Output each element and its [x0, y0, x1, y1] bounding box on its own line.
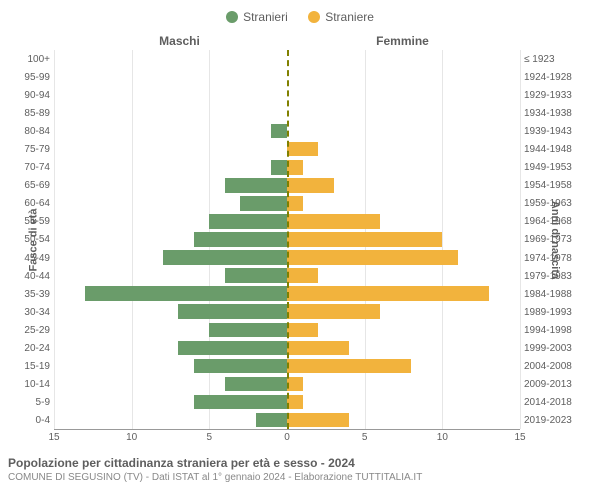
bar-male — [178, 304, 287, 318]
age-label: 30-34 — [8, 303, 54, 321]
chart-title: Popolazione per cittadinanza straniera p… — [8, 456, 592, 470]
age-label: 65-69 — [8, 177, 54, 195]
chart-footer: Popolazione per cittadinanza straniera p… — [8, 456, 592, 483]
birth-label: 1994-1998 — [520, 321, 592, 339]
bar-female — [287, 268, 318, 282]
birth-label: 2009-2013 — [520, 376, 592, 394]
x-ticks: 15105051015 — [54, 432, 520, 446]
birth-label: 1944-1948 — [520, 140, 592, 158]
birth-label: 1924-1928 — [520, 68, 592, 86]
x-tick: 15 — [48, 432, 59, 443]
birth-label: 2019-2023 — [520, 412, 592, 430]
birth-label: 2004-2008 — [520, 358, 592, 376]
y-axis-left-label: Fasce di età — [27, 209, 39, 272]
age-label: 25-29 — [8, 321, 54, 339]
age-label: 85-89 — [8, 104, 54, 122]
column-headers: Maschi Femmine — [8, 34, 592, 48]
pyramid-chart — [54, 50, 520, 430]
bar-female — [287, 341, 349, 355]
bar-male — [271, 124, 287, 138]
bar-female — [287, 142, 318, 156]
birth-label: 1954-1958 — [520, 177, 592, 195]
age-label: 80-84 — [8, 122, 54, 140]
x-tick: 10 — [437, 432, 448, 443]
age-label: 0-4 — [8, 412, 54, 430]
legend-item-female: Straniere — [308, 10, 374, 24]
bar-male — [225, 178, 287, 192]
header-female: Femmine — [291, 34, 514, 48]
birth-label: 2014-2018 — [520, 394, 592, 412]
bar-male — [85, 286, 287, 300]
bar-male — [194, 395, 287, 409]
bar-male — [225, 268, 287, 282]
bar-female — [287, 160, 303, 174]
plot-area: Fasce di età Anni di nascita 100+95-9990… — [8, 50, 592, 430]
age-label: 10-14 — [8, 376, 54, 394]
header-male: Maschi — [68, 34, 291, 48]
bar-female — [287, 377, 303, 391]
bar-female — [287, 395, 303, 409]
bar-male — [194, 232, 287, 246]
bar-female — [287, 214, 380, 228]
birth-label: 1949-1953 — [520, 159, 592, 177]
age-label: 75-79 — [8, 140, 54, 158]
age-label: 35-39 — [8, 285, 54, 303]
bar-female — [287, 196, 303, 210]
legend-label: Stranieri — [243, 10, 288, 24]
y-axis-right-label: Anni di nascita — [549, 201, 561, 279]
age-label: 100+ — [8, 50, 54, 68]
age-label: 90-94 — [8, 86, 54, 104]
age-label: 20-24 — [8, 340, 54, 358]
chart-container: Stranieri Straniere Maschi Femmine Fasce… — [0, 0, 600, 500]
bar-male — [163, 250, 287, 264]
birth-label: 1989-1993 — [520, 303, 592, 321]
x-axis: 15 10 5 0 5 10 15 — [8, 432, 592, 446]
bar-female — [287, 304, 380, 318]
birth-label: ≤ 1923 — [520, 50, 592, 68]
age-label: 95-99 — [8, 68, 54, 86]
bar-female — [287, 359, 411, 373]
birth-label: 1934-1938 — [520, 104, 592, 122]
bar-female — [287, 250, 458, 264]
birth-label: 1999-2003 — [520, 340, 592, 358]
x-tick: 5 — [207, 432, 213, 443]
chart-subtitle: COMUNE DI SEGUSINO (TV) - Dati ISTAT al … — [8, 472, 592, 483]
x-tick: 15 — [514, 432, 525, 443]
bar-male — [209, 323, 287, 337]
legend-item-male: Stranieri — [226, 10, 288, 24]
bar-male — [240, 196, 287, 210]
bar-female — [287, 286, 489, 300]
bar-female — [287, 413, 349, 427]
x-tick: 0 — [284, 432, 290, 443]
birth-label: 1939-1943 — [520, 122, 592, 140]
bar-male — [225, 377, 287, 391]
legend-label: Straniere — [325, 10, 374, 24]
birth-label: 1984-1988 — [520, 285, 592, 303]
bar-male — [178, 341, 287, 355]
x-tick: 10 — [126, 432, 137, 443]
bar-female — [287, 323, 318, 337]
age-label: 15-19 — [8, 358, 54, 376]
circle-icon — [308, 11, 320, 23]
x-tick: 5 — [362, 432, 368, 443]
center-divider — [287, 50, 289, 429]
birth-label: 1929-1933 — [520, 86, 592, 104]
bar-male — [256, 413, 287, 427]
legend: Stranieri Straniere — [8, 10, 592, 28]
bar-male — [271, 160, 287, 174]
bar-male — [209, 214, 287, 228]
bar-male — [194, 359, 287, 373]
bar-female — [287, 178, 334, 192]
circle-icon — [226, 11, 238, 23]
age-label: 5-9 — [8, 394, 54, 412]
bar-female — [287, 232, 442, 246]
age-label: 70-74 — [8, 159, 54, 177]
